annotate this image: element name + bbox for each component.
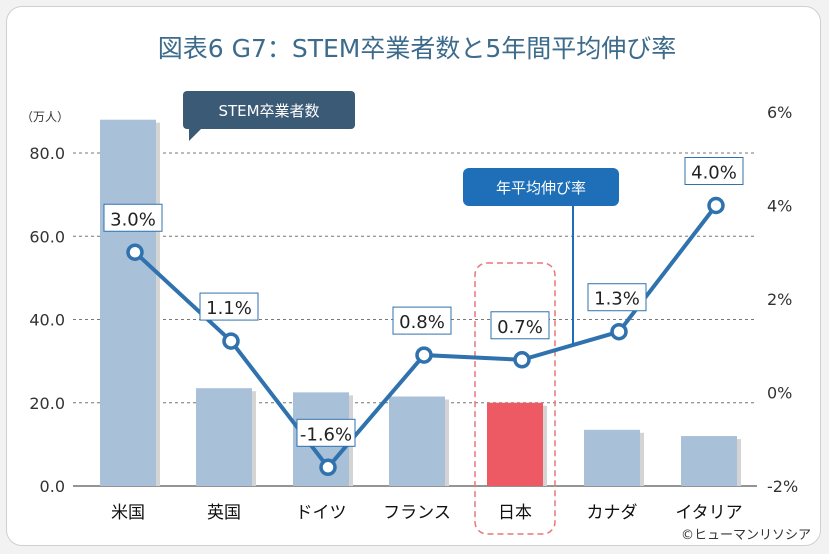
data-label: -1.6%	[300, 424, 352, 445]
left-tick-label: 20.0	[29, 394, 65, 413]
category-label: カナダ	[587, 503, 638, 523]
data-label-box	[490, 311, 550, 340]
right-tick-label: 6%	[767, 103, 792, 122]
chart-svg: 図表6 G7：STEM卒業者数と5年間平均伸び率 （万人） 0.0 20.0 40.…	[21, 34, 811, 543]
highlight-dashed-box	[474, 262, 556, 535]
left-axis-ticks: 0.0 20.0 40.0 60.0 80.0	[29, 144, 65, 496]
bar-2	[196, 388, 252, 486]
data-label: 0.7%	[497, 317, 543, 338]
highlight-box	[474, 262, 556, 535]
left-axis-unit: （万人）	[21, 110, 69, 124]
growth-point	[222, 332, 240, 350]
category-label: フランス	[383, 503, 451, 523]
data-label-box	[587, 283, 647, 312]
data-label-box	[296, 418, 356, 447]
data-label-box	[392, 306, 452, 335]
right-axis-ticks: -2% 0% 2% 4% 6%	[767, 103, 798, 496]
category-label: 米国	[111, 503, 145, 523]
right-tick-label: 2%	[767, 290, 792, 309]
growth-line: 3.0% 1.1% -1.6% 0.8% 0.7% 1.3% 4.0%	[103, 157, 744, 477]
bar-4	[389, 396, 445, 486]
data-label: 1.1%	[206, 298, 252, 319]
category-label: イタリア	[675, 503, 742, 523]
data-label-box	[199, 292, 259, 321]
growth-point	[513, 351, 531, 369]
growth-point	[126, 243, 144, 261]
category-label: 日本	[498, 503, 532, 523]
right-tick-label: -2%	[767, 477, 798, 496]
growth-point	[610, 322, 628, 341]
bar-5	[487, 402, 543, 486]
right-tick-label: 4%	[767, 197, 792, 216]
bar-series-callout-box	[183, 91, 355, 129]
left-tick-label: 60.0	[29, 227, 65, 246]
data-label: 4.0%	[691, 163, 737, 184]
data-label-box	[103, 203, 163, 232]
chart-title: 図表6 G7：STEM卒業者数と5年間平均伸び率	[158, 34, 677, 63]
data-label: 0.8%	[399, 312, 445, 333]
chart-frame: 図表6 G7：STEM卒業者数と5年間平均伸び率 （万人） 0.0 20.0 40.…	[6, 6, 821, 546]
growth-point	[707, 196, 725, 215]
data-label: 3.0%	[110, 209, 156, 230]
bar-7	[681, 436, 737, 486]
growth-point	[319, 458, 337, 477]
bar-series-callout-pointer	[189, 129, 201, 141]
data-label: 1.3%	[594, 289, 640, 310]
bar-series-callout-label: STEM卒業者数	[218, 102, 319, 120]
left-tick-label: 40.0	[29, 311, 65, 330]
growth-point	[415, 346, 433, 364]
left-tick-label: 0.0	[40, 477, 65, 496]
right-tick-label: 0%	[767, 384, 792, 403]
data-label-box	[684, 157, 744, 185]
left-tick-label: 80.0	[29, 144, 65, 163]
category-labels: 米国 英国 ドイツ フランス 日本 カナダ イタリア	[111, 503, 743, 523]
line-series-callout-box	[463, 168, 619, 206]
bars	[100, 119, 741, 486]
credit-text: ©ヒューマンリソシア	[681, 528, 811, 543]
category-label: ドイツ	[296, 503, 347, 523]
bar-6	[584, 429, 640, 486]
bar-1	[100, 119, 156, 486]
line-series-callout-label: 年平均伸び率	[496, 179, 586, 197]
category-label: 英国	[207, 503, 241, 523]
